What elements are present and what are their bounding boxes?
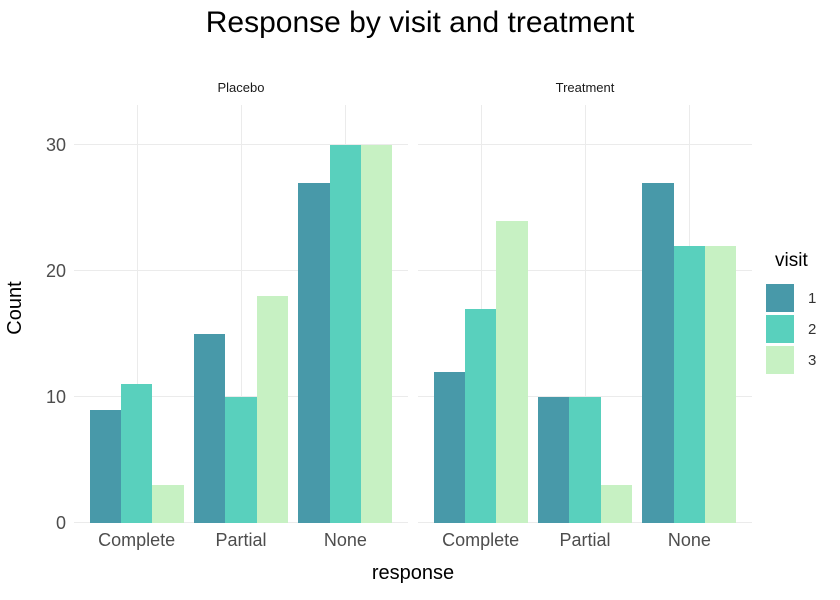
legend-title: visit (775, 250, 808, 271)
bar-treatment-complete-visit1 (433, 371, 465, 523)
legend-item-visit-3: 3 (766, 346, 816, 374)
x-tick-placebo-complete: Complete (98, 530, 176, 550)
y-tick-10: 10 (45, 387, 66, 407)
bar-treatment-none-visit3 (704, 245, 737, 523)
legend-items: 1 2 3 (766, 284, 816, 374)
bar-placebo-complete-visit1 (89, 409, 121, 523)
bar-placebo-none-visit3 (360, 145, 393, 523)
y-tick-20: 20 (45, 261, 66, 281)
legend-swatch-visit-2 (766, 315, 794, 343)
bar-placebo-complete-visit2 (120, 384, 153, 523)
gridline-v-partial (585, 105, 586, 523)
x-tick-placebo-partial: Partial (215, 530, 267, 550)
bar-placebo-complete-visit3 (152, 485, 184, 523)
bar-placebo-partial-visit1 (194, 334, 226, 523)
x-tick-treatment-partial: Partial (559, 530, 611, 550)
legend-swatch-visit-1 (766, 284, 794, 312)
bar-treatment-complete-visit2 (464, 308, 497, 523)
gridline-v-partial (241, 105, 242, 523)
legend-label-visit-2: 2 (808, 320, 817, 338)
legend-label-visit-3: 3 (808, 351, 817, 369)
panel-placebo (74, 105, 408, 523)
bar-treatment-partial-visit2 (569, 397, 601, 523)
bar-treatment-none-visit1 (642, 182, 674, 523)
bar-treatment-complete-visit3 (496, 220, 528, 523)
y-tick-0: 0 (55, 513, 66, 533)
legend-swatch-visit-3 (766, 346, 794, 374)
panel-treatment (418, 105, 752, 523)
bar-placebo-partial-visit2 (225, 397, 257, 523)
x-tick-treatment-none: None (667, 530, 711, 550)
x-tick-placebo-none: None (323, 530, 367, 550)
x-tick-treatment-complete: Complete (442, 530, 520, 550)
bar-placebo-partial-visit3 (256, 296, 288, 523)
bar-placebo-none-visit1 (298, 182, 330, 523)
bar-treatment-none-visit2 (673, 245, 705, 523)
chart-title: Response by visit and treatment (205, 6, 635, 39)
legend-label-visit-1: 1 (808, 289, 817, 307)
facet-label-placebo: Placebo (217, 80, 265, 95)
y-tick-30: 30 (45, 135, 66, 155)
legend: visit 1 2 3 (766, 250, 816, 377)
x-axis-title: response (371, 562, 455, 584)
legend-item-visit-2: 2 (766, 315, 816, 343)
legend-item-visit-1: 1 (766, 284, 816, 312)
bar-treatment-partial-visit3 (600, 485, 632, 523)
bar-placebo-none-visit2 (329, 145, 361, 523)
y-axis-title: Count (4, 281, 26, 335)
gridline-v-complete (136, 105, 138, 523)
bar-treatment-partial-visit1 (538, 397, 570, 523)
facet-label-treatment: Treatment (555, 80, 615, 95)
